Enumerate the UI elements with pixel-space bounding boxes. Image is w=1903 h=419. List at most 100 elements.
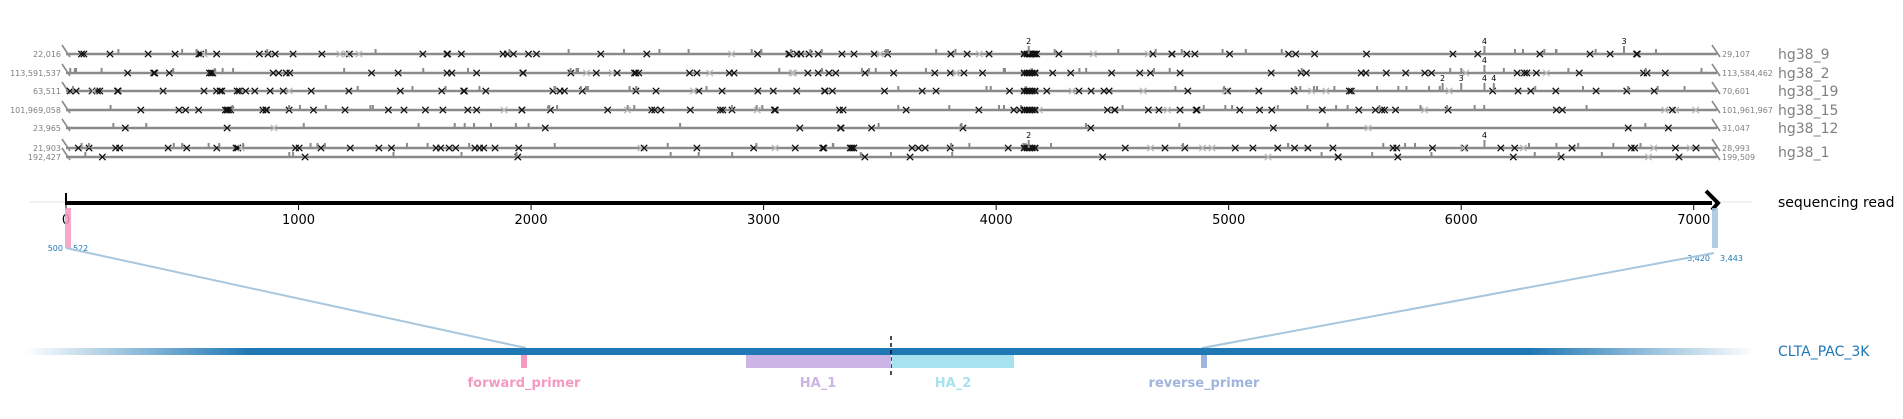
alignment-start-coord: 22,016 xyxy=(33,50,61,59)
mismatch-mark xyxy=(651,106,659,114)
ha-2-label: HA_2 xyxy=(935,376,972,391)
mismatch-mark xyxy=(770,106,779,114)
mismatch-mark xyxy=(1661,106,1669,114)
mismatch-mark xyxy=(1322,87,1330,95)
mismatch-mark xyxy=(1020,50,1028,58)
mismatch-mark xyxy=(582,69,591,77)
mismatch-mark xyxy=(1020,69,1028,77)
mismatch-mark xyxy=(850,144,858,152)
alignment-start-cap xyxy=(61,138,71,152)
mismatch-mark xyxy=(1334,153,1342,161)
mismatch-mark xyxy=(693,144,701,152)
mismatch-mark xyxy=(471,144,479,152)
mismatch-mark xyxy=(1668,106,1677,114)
mismatch-mark xyxy=(814,69,822,77)
mismatch-mark xyxy=(1028,144,1036,152)
mismatch-mark xyxy=(491,144,499,152)
mismatch-mark xyxy=(251,87,259,95)
read-mark-start-label: 3,420 xyxy=(1687,254,1710,263)
mismatch-mark xyxy=(1592,87,1600,95)
mismatch-mark xyxy=(509,50,518,58)
mismatch-mark xyxy=(1364,124,1372,132)
mismatch-mark xyxy=(144,50,152,58)
mismatch-mark xyxy=(151,69,159,77)
mismatch-mark xyxy=(1497,144,1505,152)
alignment-label: hg38_2 xyxy=(1778,66,1829,82)
mismatch-mark xyxy=(515,144,523,152)
mismatch-mark xyxy=(1511,144,1519,152)
mismatch-mark xyxy=(1269,124,1278,132)
mismatch-mark xyxy=(1121,144,1129,152)
mismatch-mark xyxy=(1176,69,1184,77)
mismatch-mark xyxy=(975,106,983,114)
mismatch-mark xyxy=(1249,144,1257,152)
read-tick-label: 7000 xyxy=(1677,213,1710,228)
feature-ha-2: HA_2 xyxy=(892,355,1014,391)
mismatch-mark xyxy=(1055,50,1063,58)
mismatch-mark xyxy=(1146,69,1155,77)
mismatch-mark xyxy=(80,50,88,58)
mismatch-mark xyxy=(906,153,914,161)
mismatch-mark xyxy=(1198,144,1207,152)
mismatch-mark xyxy=(820,144,828,152)
mismatch-mark xyxy=(194,106,203,114)
mismatch-mark xyxy=(74,144,83,152)
mismatch-mark xyxy=(1519,144,1528,152)
mismatch-mark xyxy=(797,50,805,58)
mismatch-mark xyxy=(978,69,987,77)
mismatch-mark xyxy=(400,106,408,114)
mismatch-mark xyxy=(1089,50,1098,58)
mismatch-mark xyxy=(1675,153,1683,161)
mismatch-mark xyxy=(825,69,833,77)
mismatch-mark xyxy=(270,124,278,132)
read-mark xyxy=(1712,208,1718,248)
mismatch-mark xyxy=(1191,50,1199,58)
mismatch-mark xyxy=(1624,124,1632,132)
alignment-start-coord: 101,969,058 xyxy=(10,106,61,115)
mismatch-mark xyxy=(1347,87,1356,95)
feature-forward-primer: forward_primer xyxy=(468,355,581,391)
mismatch-mark xyxy=(1329,144,1337,152)
mismatch-mark xyxy=(1382,69,1390,77)
mismatch-mark xyxy=(1068,87,1076,95)
mismatch-mark xyxy=(769,87,777,95)
mismatch-mark xyxy=(213,50,221,58)
mismatch-mark xyxy=(1650,87,1658,95)
mismatch-mark xyxy=(159,87,167,95)
mismatch-mark xyxy=(1163,106,1172,114)
read-tick-label: 2000 xyxy=(515,213,548,228)
mismatch-mark xyxy=(394,69,402,77)
mismatch-mark xyxy=(1575,69,1583,77)
mismatch-mark xyxy=(221,106,230,114)
mismatch-mark xyxy=(207,69,215,77)
mismatch-mark xyxy=(1031,106,1039,114)
mismatch-mark xyxy=(637,144,645,152)
mismatch-mark xyxy=(149,69,158,77)
mismatch-mark xyxy=(716,106,725,114)
mismatch-mark xyxy=(921,144,929,152)
mismatch-mark xyxy=(472,106,481,114)
mismatch-mark xyxy=(500,106,508,114)
mismatch-mark xyxy=(975,50,984,58)
mismatch-mark xyxy=(1692,144,1700,152)
mismatch-mark xyxy=(1302,69,1311,77)
mismatch-mark xyxy=(182,106,190,114)
mismatch-mark xyxy=(1686,144,1694,152)
mismatch-mark xyxy=(1026,106,1034,114)
mismatch-mark xyxy=(318,50,326,58)
mismatch-mark xyxy=(1005,87,1014,95)
alignment-end-coord: 113,584,462 xyxy=(1722,69,1773,78)
mismatch-mark xyxy=(1087,87,1095,95)
mismatch-mark xyxy=(309,106,318,114)
insertion-count: 4 xyxy=(1482,131,1487,140)
insertion-count: 3 xyxy=(1459,74,1464,83)
mismatch-mark xyxy=(727,50,736,58)
mismatch-mark xyxy=(1208,144,1216,152)
mismatch-mark xyxy=(689,87,698,95)
mismatch-mark xyxy=(518,106,526,114)
mismatch-mark xyxy=(1664,124,1673,132)
mismatch-mark xyxy=(706,69,714,77)
alignment-end-cap xyxy=(1711,63,1721,77)
mismatch-mark xyxy=(1146,144,1155,152)
mismatch-mark xyxy=(685,69,694,77)
